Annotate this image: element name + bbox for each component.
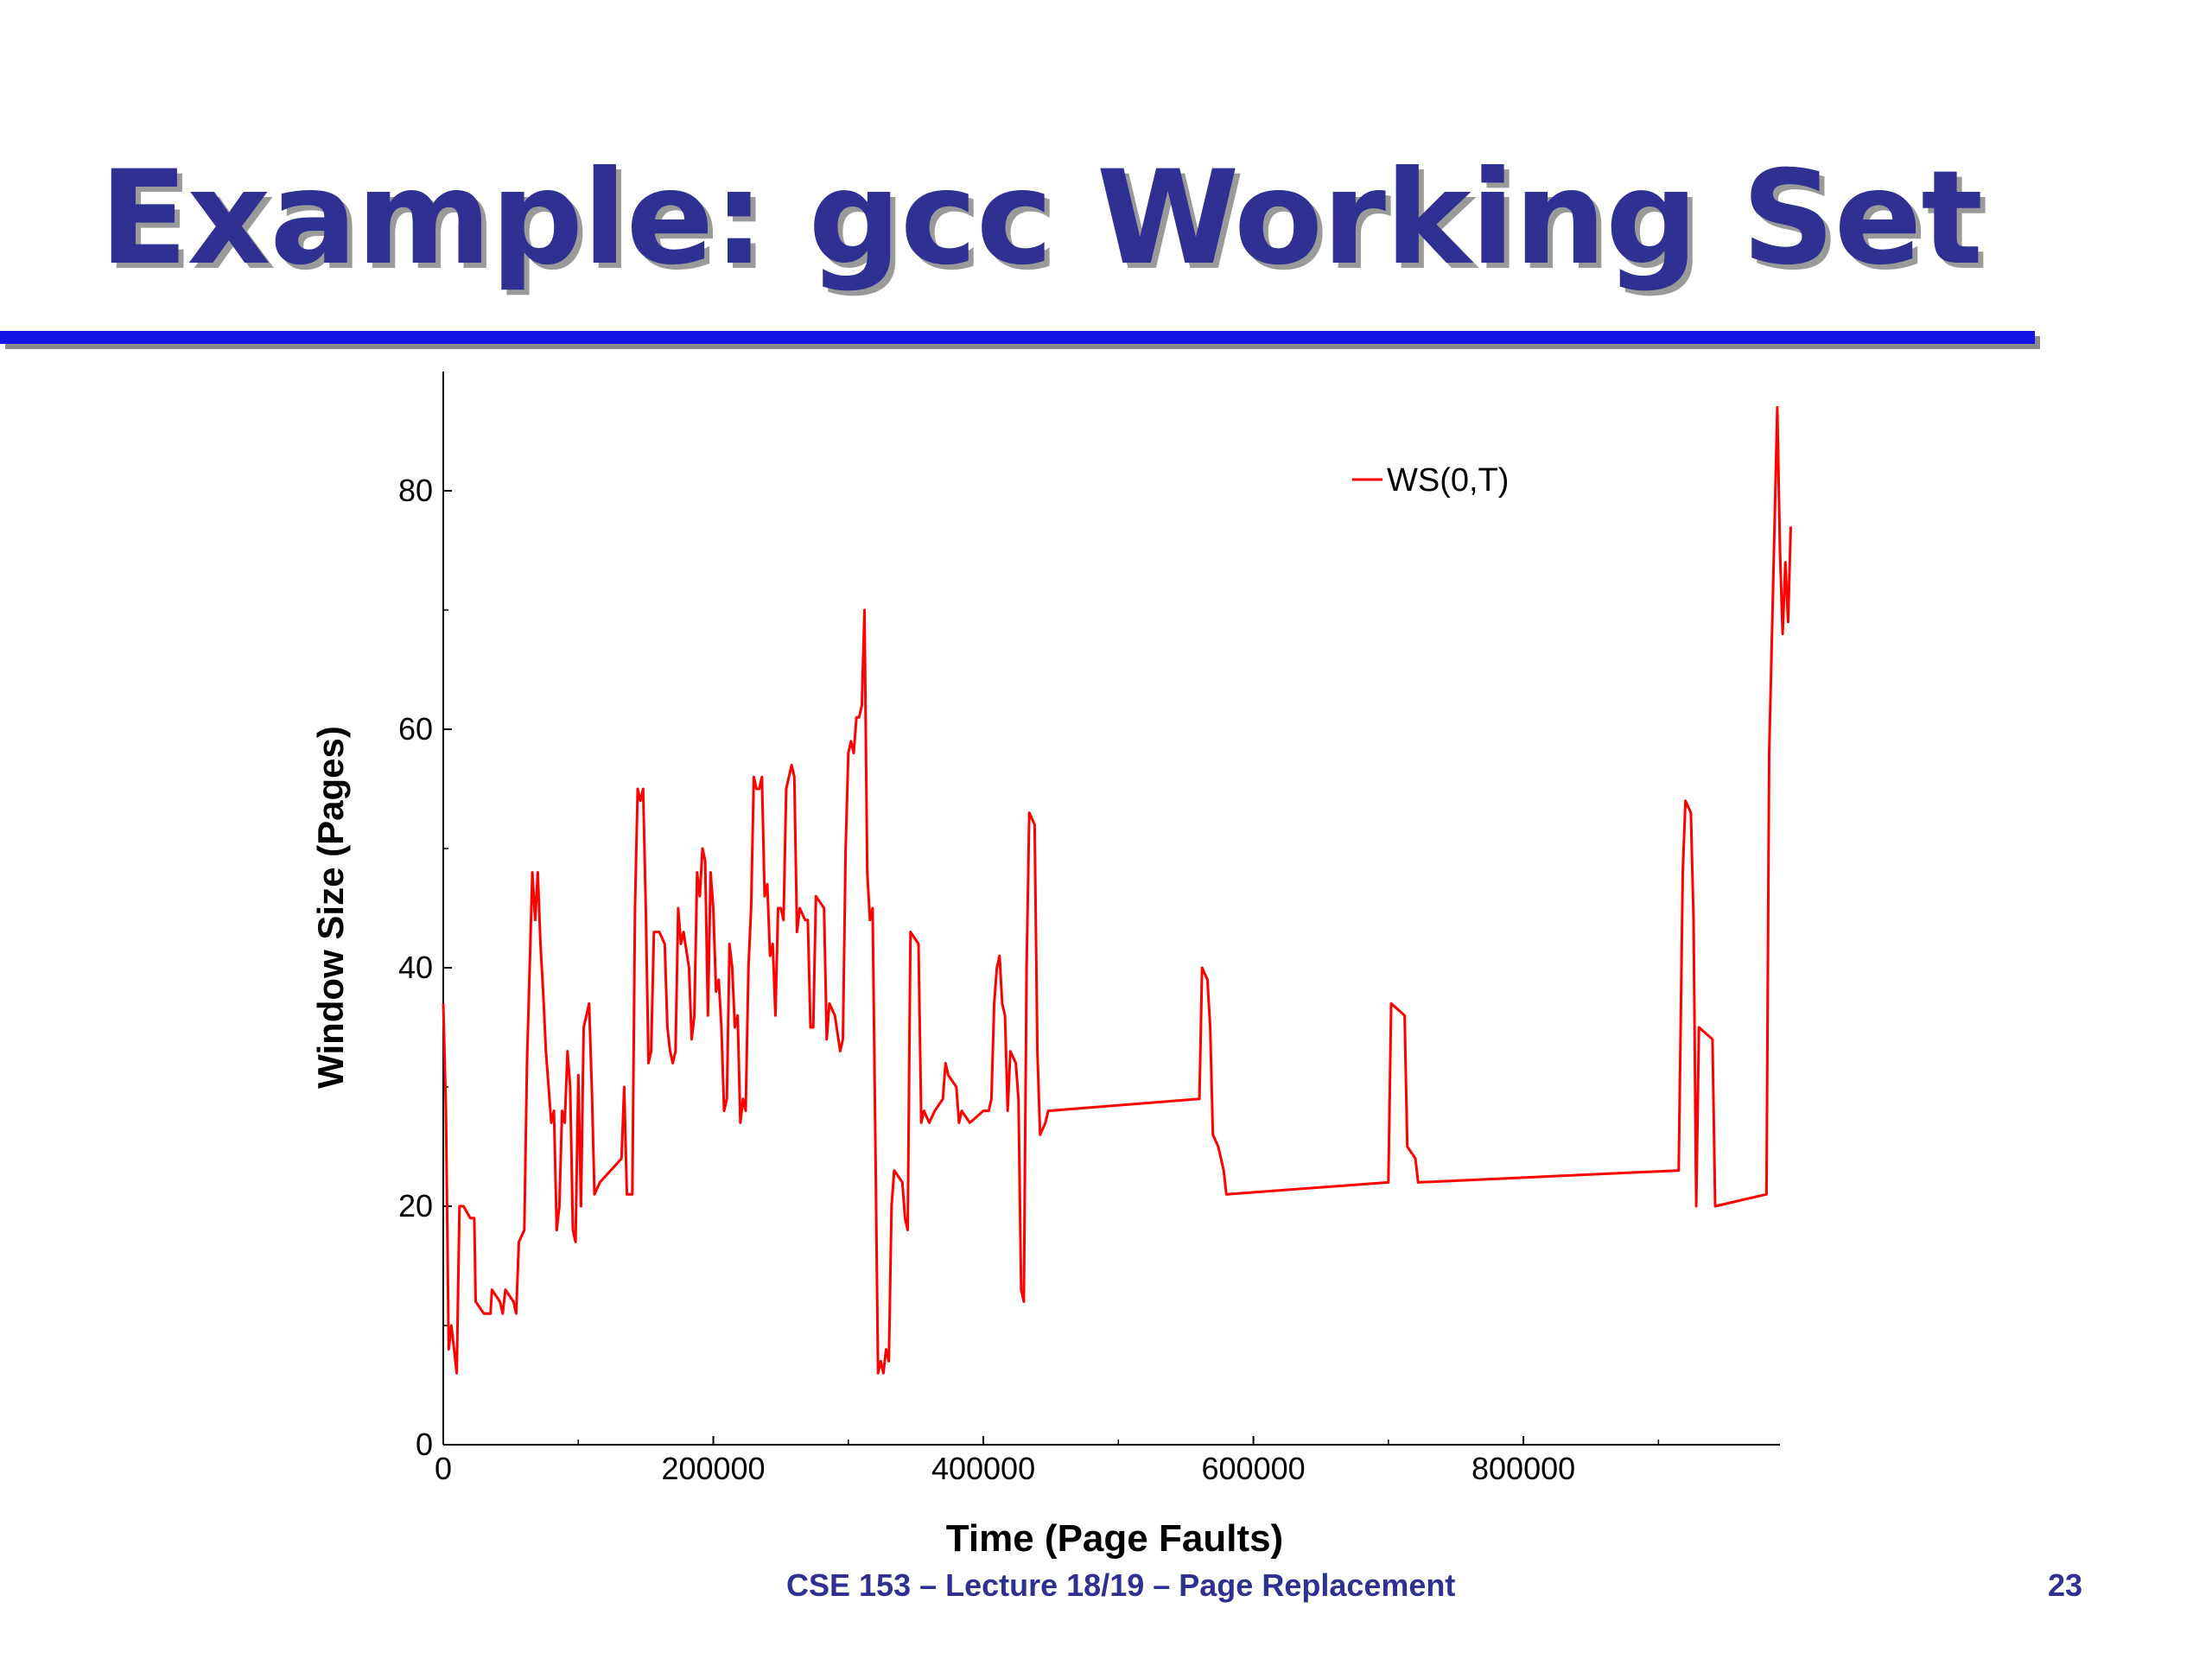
y-tick-label: 80 — [398, 473, 433, 508]
y-tick-label: 0 — [416, 1427, 433, 1462]
y-axis-label: Window Size (Pages) — [310, 726, 351, 1089]
title-underline — [0, 331, 2035, 344]
x-tick-label: 600000 — [1202, 1451, 1306, 1486]
footer-course-info: CSE 153 – Lecture 18/19 – Page Replaceme… — [786, 1567, 1456, 1603]
chart-axes — [442, 372, 1780, 1446]
chart-ticks: 0 200000 400000 600000 800000 0 20 40 60 80 — [398, 473, 1660, 1486]
y-tick-label: 20 — [398, 1188, 433, 1224]
y-tick-label: 60 — [398, 711, 433, 747]
x-tick-label: 200000 — [661, 1451, 765, 1486]
footer-page-number: 23 — [2048, 1567, 2083, 1603]
x-tick-label: 400000 — [931, 1451, 1035, 1486]
x-tick-label: 800000 — [1471, 1451, 1575, 1486]
x-tick-label: 0 — [435, 1451, 452, 1486]
chart-legend: WS(0,T) — [1352, 462, 1509, 499]
series-line — [442, 405, 1792, 1375]
legend-label: WS(0,T) — [1387, 462, 1509, 499]
x-axis-label: Time (Page Faults) — [946, 1517, 1283, 1560]
y-tick-label: 40 — [398, 950, 433, 985]
chart-series — [442, 405, 1792, 1375]
slide-title: Example: gcc Working Set — [99, 143, 1983, 294]
